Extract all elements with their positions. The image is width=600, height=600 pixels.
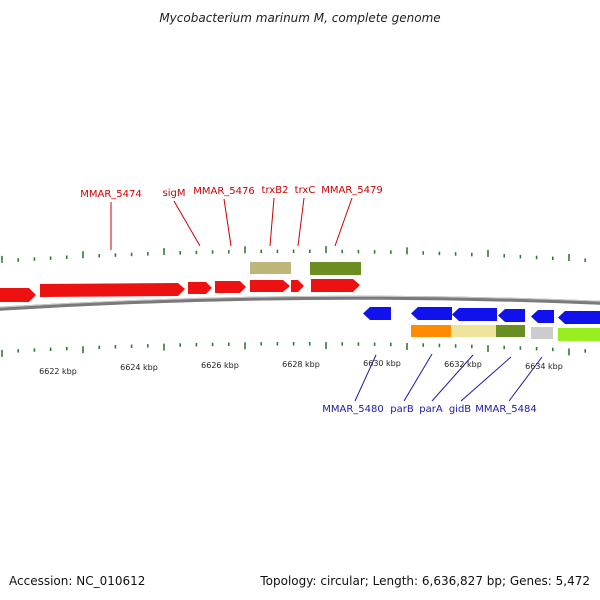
gene-label-parb: parB <box>390 404 414 415</box>
scale-label: 6624 kbp <box>120 363 158 372</box>
scale-ticks-top <box>1 246 587 263</box>
scale-label: 6622 kbp <box>39 367 77 376</box>
scale-label: 6630 kbp <box>363 359 401 368</box>
genome-summary-text: Topology: circular; Length: 6,636,827 bp… <box>260 574 590 588</box>
gene-arrow-reverse <box>498 309 525 322</box>
gene-arrow-forward <box>0 288 36 302</box>
scale-label: 6626 kbp <box>201 361 239 370</box>
gene-arrow-reverse <box>558 311 600 324</box>
genome-backbone-highlight <box>0 295 600 308</box>
map-title: Mycobacterium marinum M, complete genome <box>159 11 440 25</box>
gene-arrow-reverse <box>531 310 554 323</box>
gene-arrow-forward <box>215 281 246 293</box>
gene-arrow-forward <box>311 279 360 292</box>
reverse-gene-labels: MMAR_5480 parB parA gidB MMAR_5484 <box>322 404 537 415</box>
scale-label: 6628 kbp <box>282 360 320 369</box>
gene-label-mmar-5474: MMAR_5474 <box>80 189 142 200</box>
feature-parA-block <box>451 325 496 337</box>
gene-arrow-reverse <box>363 307 391 320</box>
gene-arrow-forward <box>40 283 185 297</box>
gene-label-mmar-5476: MMAR_5476 <box>193 186 255 197</box>
accession-text: Accession: NC_010612 <box>9 574 146 588</box>
forward-gene-labels: MMAR_5474 sigM MMAR_5476 trxB2 trxC MMAR… <box>80 185 383 200</box>
feature-trxC-block <box>310 262 361 275</box>
feature-trxB2-block <box>250 262 291 274</box>
scale-ticks-bottom <box>1 342 587 357</box>
feature-lime-block <box>558 328 600 341</box>
scale-label: 6632 kbp <box>444 360 482 369</box>
gene-label-mmar-5480: MMAR_5480 <box>322 404 384 415</box>
forward-label-connectors <box>110 197 353 250</box>
gene-label-para: parA <box>419 404 443 415</box>
feature-parB-block <box>411 325 451 337</box>
reverse-features <box>363 307 600 341</box>
forward-features <box>0 262 361 302</box>
feature-grey-block <box>531 327 553 339</box>
scale-label: 6634 kbp <box>525 362 563 371</box>
reverse-label-connectors <box>354 353 543 402</box>
gene-label-mmar-5479: MMAR_5479 <box>321 185 383 196</box>
gene-label-sigm: sigM <box>163 188 186 199</box>
gene-arrow-forward <box>291 280 304 292</box>
gene-label-trxc: trxC <box>295 185 316 196</box>
genome-backbone <box>0 295 600 311</box>
gene-arrow-forward <box>250 280 290 292</box>
scale-labels: 6622 kbp 6624 kbp 6626 kbp 6628 kbp 6630… <box>39 359 563 376</box>
gene-label-gidb: gidB <box>449 404 471 415</box>
feature-gidB-block <box>496 325 525 337</box>
gene-arrow-reverse <box>452 308 497 321</box>
gene-arrow-reverse <box>411 307 452 320</box>
gene-label-trxb2: trxB2 <box>262 185 289 196</box>
gene-label-mmar-5484: MMAR_5484 <box>475 404 537 415</box>
gene-arrow-forward <box>188 282 212 294</box>
